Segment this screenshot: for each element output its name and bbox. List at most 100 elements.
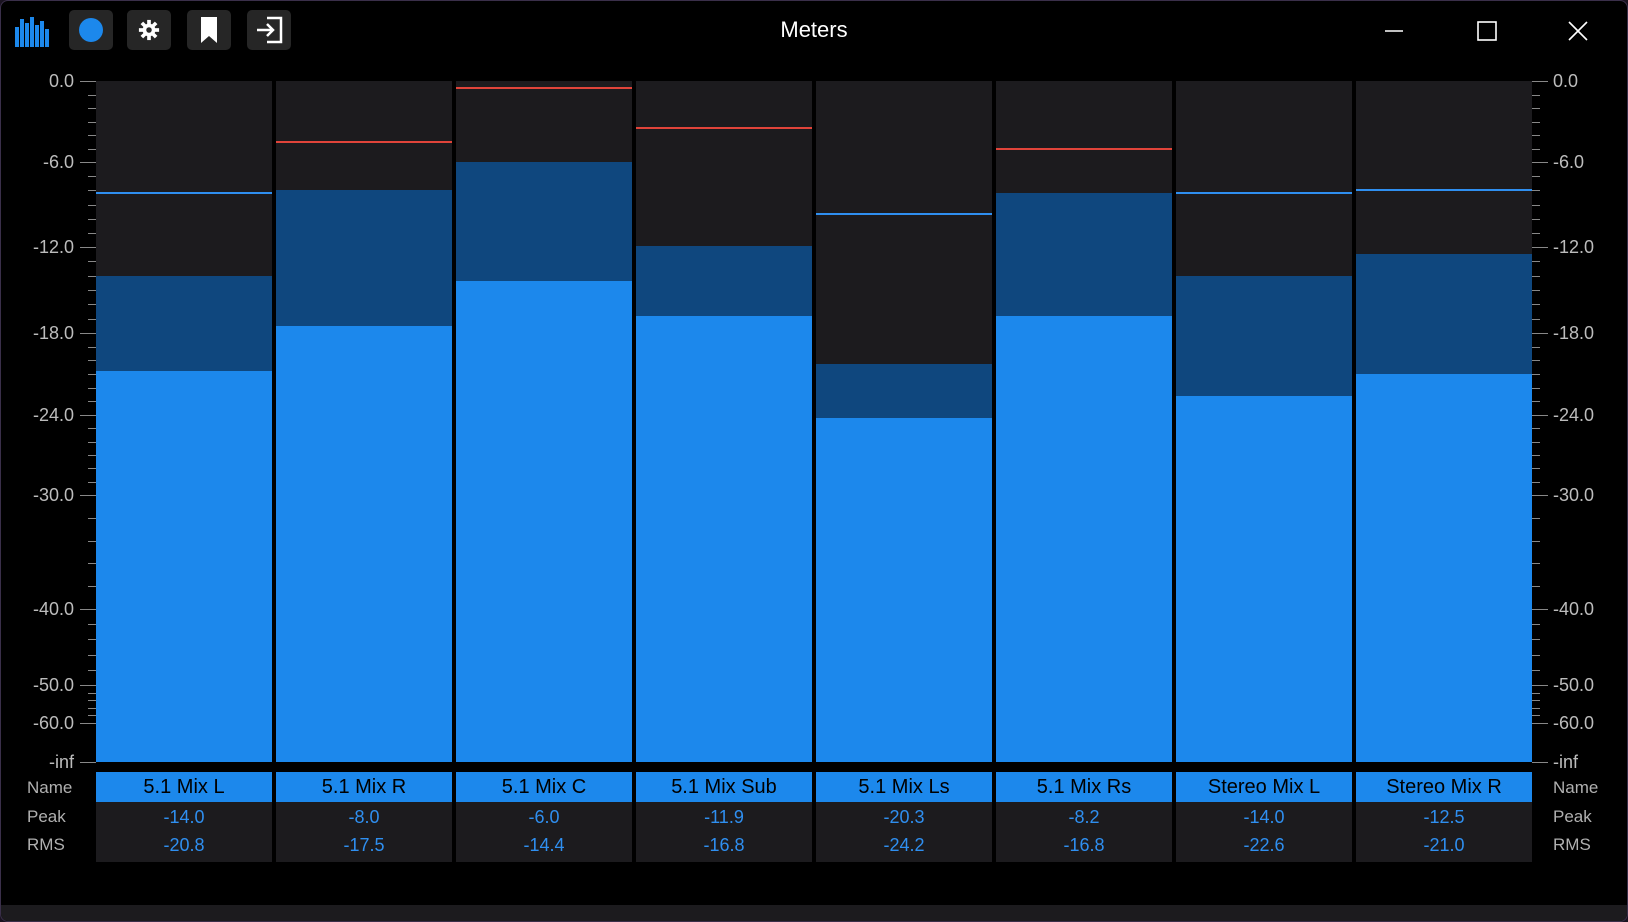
minor-tick — [1532, 654, 1540, 656]
minor-tick — [88, 692, 96, 694]
channel-name[interactable]: Stereo Mix L — [1176, 772, 1352, 802]
minor-tick — [1532, 700, 1540, 702]
major-tick — [80, 609, 96, 610]
minor-tick — [88, 318, 96, 320]
rms-value: -22.6 — [1243, 835, 1285, 855]
minor-tick — [88, 346, 96, 348]
major-tick — [80, 162, 96, 163]
maximize-button[interactable] — [1464, 11, 1510, 51]
minor-tick — [88, 428, 96, 430]
peak-value: -20.3 — [883, 807, 925, 827]
peak-hold-line — [456, 86, 632, 89]
major-tick — [80, 495, 96, 496]
bookmark-button[interactable] — [187, 10, 231, 50]
close-button[interactable] — [1555, 11, 1601, 51]
minor-tick — [1532, 121, 1540, 123]
scale-label: -30.0 — [32, 485, 74, 505]
row-label-rms-right: RMS — [1553, 835, 1591, 854]
settings-button[interactable] — [127, 10, 171, 50]
major-tick — [80, 685, 96, 686]
channel-name[interactable]: 5.1 Mix L — [96, 772, 272, 802]
minor-tick — [1532, 318, 1540, 320]
minor-tick — [88, 639, 96, 641]
major-tick — [80, 247, 96, 248]
minor-tick — [88, 135, 96, 136]
major-tick — [80, 333, 96, 334]
minor-tick — [1532, 176, 1540, 178]
rms-value: -14.4 — [523, 835, 565, 855]
scale-label: -6.0 — [42, 152, 74, 172]
window-title: Meters — [780, 17, 848, 42]
channel-values: -14.0 -22.6 — [1176, 802, 1352, 862]
scale-label: -18.0 — [1553, 323, 1595, 343]
minor-tick — [1532, 290, 1540, 291]
rms-level-bar — [456, 281, 632, 762]
scale-label: -inf — [1553, 752, 1579, 772]
channel-values: -8.2 -16.8 — [996, 802, 1172, 862]
rms-level-bar — [276, 325, 452, 762]
major-tick — [1532, 685, 1548, 686]
app-meter-icon — [15, 17, 49, 47]
maximize-icon — [1477, 21, 1497, 41]
minor-tick — [88, 715, 96, 717]
channel-meter — [1356, 81, 1532, 762]
channel-name[interactable]: Stereo Mix R — [1356, 772, 1532, 802]
minor-tick — [1532, 428, 1540, 430]
title-bar: Meters — [1, 1, 1627, 63]
minor-tick — [1532, 360, 1540, 362]
minor-tick — [88, 586, 96, 588]
rms-value: -20.8 — [163, 835, 205, 855]
peak-value: -8.0 — [348, 807, 380, 827]
minimize-button[interactable] — [1371, 11, 1417, 51]
minor-tick — [1532, 387, 1540, 389]
minor-tick — [88, 94, 96, 96]
channel-name[interactable]: 5.1 Mix Ls — [816, 772, 992, 802]
major-tick — [1532, 81, 1548, 82]
channel-name[interactable]: 5.1 Mix R — [276, 772, 452, 802]
minor-tick — [1532, 94, 1540, 96]
minor-tick — [1532, 624, 1540, 626]
minor-tick — [88, 441, 96, 443]
peak-value: -14.0 — [163, 807, 205, 827]
channel-name[interactable]: 5.1 Mix Sub — [636, 772, 812, 802]
minor-tick — [88, 204, 96, 206]
major-tick — [1532, 723, 1548, 724]
minor-tick — [88, 148, 96, 150]
minor-tick — [88, 121, 96, 123]
minor-tick — [1532, 669, 1540, 671]
channel-meter — [636, 81, 812, 762]
minor-tick — [88, 275, 96, 277]
row-label-peak-right: Peak — [1553, 807, 1592, 826]
minor-tick — [1532, 275, 1540, 277]
minor-tick — [1532, 715, 1540, 717]
exit-button[interactable] — [247, 10, 291, 50]
record-toggle-button[interactable] — [69, 10, 113, 50]
db-scale-left: 0.0 -6.0 -12.0 -18.0 -24.0 -30.0 -40.0 -50.0 -60… — [1, 71, 101, 772]
channel-values: -8.0 -17.5 — [276, 802, 452, 862]
minor-tick — [1532, 232, 1540, 234]
peak-hold-line — [1176, 192, 1352, 195]
rms-level-bar — [1356, 374, 1532, 762]
minor-tick — [88, 468, 96, 470]
major-tick — [1532, 333, 1548, 334]
minor-tick — [1532, 374, 1540, 375]
channel-name[interactable]: 5.1 Mix C — [456, 772, 632, 802]
major-tick — [80, 81, 96, 82]
major-tick — [80, 723, 96, 724]
rms-value: -24.2 — [883, 835, 925, 855]
minor-tick — [88, 540, 96, 542]
minor-tick — [88, 290, 96, 291]
scale-label: -12.0 — [32, 237, 74, 257]
rms-value: -16.8 — [1063, 835, 1105, 855]
major-tick — [80, 415, 96, 416]
scale-label: -40.0 — [32, 599, 74, 619]
channel-name[interactable]: 5.1 Mix Rs — [996, 772, 1172, 802]
major-tick — [1532, 495, 1548, 496]
peak-value: -12.5 — [1423, 807, 1465, 827]
minor-tick — [88, 261, 96, 263]
meter-area — [96, 81, 1532, 762]
minor-tick — [1532, 586, 1540, 588]
rms-value: -16.8 — [703, 835, 745, 855]
minor-tick — [88, 700, 96, 702]
